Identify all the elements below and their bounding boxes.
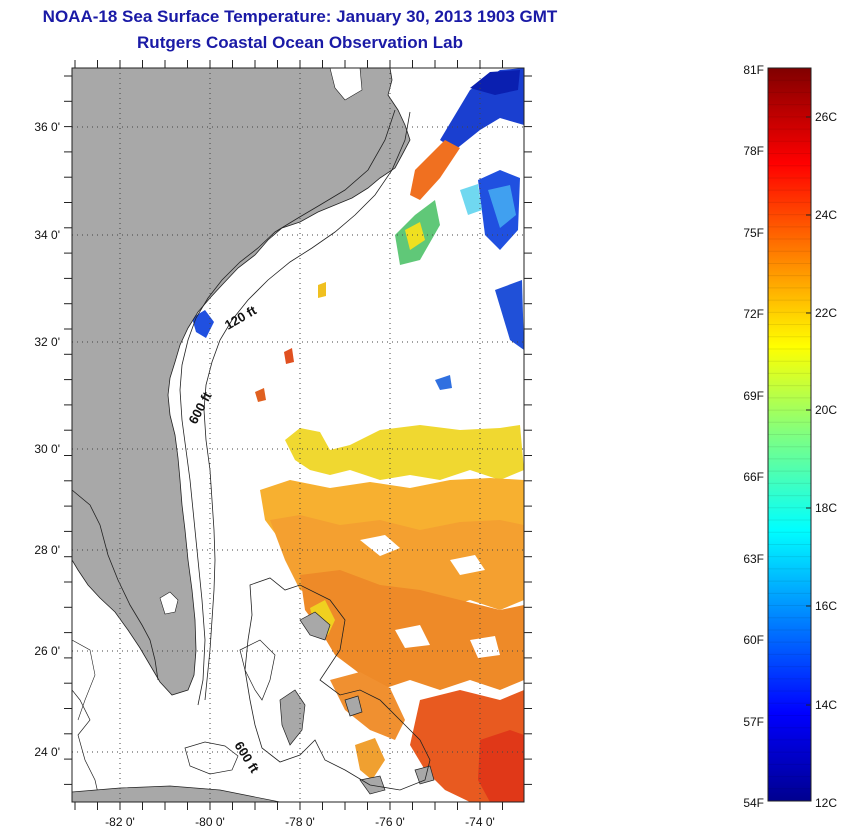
map-ticks — [64, 60, 532, 810]
sst-patch-warm-yellow — [285, 425, 524, 480]
colorbar-bands — [768, 79, 811, 790]
sst-data-layer — [192, 68, 524, 802]
sst-patch-front-yellow — [405, 222, 425, 250]
lat-label-28: 28 0' — [34, 543, 60, 557]
map-title: NOAA-18 Sea Surface Temperature: January… — [42, 7, 558, 26]
sst-patch-small-3 — [318, 282, 326, 298]
f-label-78: 78F — [743, 144, 764, 158]
sst-patch-hottest — [478, 730, 524, 802]
f-label-69: 69F — [743, 389, 764, 403]
sst-patch-gulfstream-north — [410, 140, 460, 200]
cuba-north-coast — [72, 785, 281, 802]
contour-gulf — [72, 639, 96, 721]
sst-patch-small-2 — [255, 388, 266, 402]
lon-label-74: -74 0' — [465, 815, 495, 829]
small-island-2 — [414, 765, 435, 785]
f-label-75: 75F — [743, 226, 764, 240]
c-label-16: 16C — [815, 599, 837, 613]
f-label-63: 63F — [743, 552, 764, 566]
colorbar-f-labels: 81F 78F 75F 72F 69F 66F 63F 60F 57F 54F — [743, 63, 764, 810]
lat-labels: 24 0' 26 0' 28 0' 30 0' 32 0' 34 0' 36 0… — [34, 120, 60, 759]
lat-label-24: 24 0' — [34, 745, 60, 759]
c-label-18: 18C — [815, 501, 837, 515]
f-label-54: 54F — [743, 796, 764, 810]
c-label-26: 26C — [815, 110, 837, 124]
f-label-81: 81F — [743, 63, 764, 77]
f-label-60: 60F — [743, 633, 764, 647]
lon-label-76: -76 0' — [375, 815, 405, 829]
sst-patch-coastal-cold — [192, 310, 214, 338]
small-island-1 — [359, 775, 386, 795]
lon-label-78: -78 0' — [285, 815, 315, 829]
f-label-66: 66F — [743, 470, 764, 484]
sst-map: 120 ft 600 ft 600 ft 24 0' 26 0' 28 0' 3… — [34, 60, 532, 829]
colorbar-gradient — [767, 67, 812, 802]
f-label-72: 72F — [743, 307, 764, 321]
cloud-gap-4 — [470, 636, 500, 658]
sst-patch-cold-se — [495, 280, 524, 350]
lat-label-26: 26 0' — [34, 644, 60, 658]
lon-label-82: -82 0' — [105, 815, 135, 829]
contour-cay-sal — [184, 741, 239, 775]
lat-label-36: 36 0' — [34, 120, 60, 134]
gulf-of-mexico — [72, 560, 101, 802]
temperature-colorbar: 81F 78F 75F 72F 69F 66F 63F 60F 57F 54F … — [743, 63, 837, 810]
cloud-gap-3 — [395, 625, 430, 648]
c-label-12: 12C — [815, 796, 837, 810]
andros-island — [279, 689, 306, 746]
contour-bahamas-inner — [239, 639, 276, 701]
contour-600ft — [203, 111, 411, 701]
lat-label-34: 34 0' — [34, 228, 60, 242]
lat-label-32: 32 0' — [34, 335, 60, 349]
lat-label-30: 30 0' — [34, 442, 60, 456]
sst-patch-small-4 — [435, 375, 452, 390]
grand-bahama — [299, 611, 331, 641]
colorbar-c-labels: 26C 24C 22C 20C 18C 16C 14C 12C — [815, 110, 837, 810]
contour-120ft — [179, 109, 396, 706]
map-subtitle: Rutgers Coastal Ocean Observation Lab — [137, 33, 463, 52]
lon-labels: -82 0' -80 0' -78 0' -76 0' -74 0' — [105, 815, 495, 829]
sst-patch-front-cyan — [460, 184, 482, 215]
lon-label-80: -80 0' — [195, 815, 225, 829]
gulf-coastline — [72, 489, 159, 681]
lake-okeechobee — [159, 591, 179, 615]
c-label-22: 22C — [815, 306, 837, 320]
sst-patch-cool-east — [488, 185, 516, 228]
colorbar-ticks — [806, 116, 811, 706]
cloud-gap-1 — [360, 535, 400, 556]
c-label-20: 20C — [815, 403, 837, 417]
eleuthera-island — [344, 695, 363, 717]
contour-bahamas-600ft — [244, 577, 431, 791]
c-label-24: 24C — [815, 208, 837, 222]
pamlico-sound — [329, 68, 363, 101]
sst-patch-cuba-coast — [355, 738, 385, 780]
sst-patch-small-1 — [284, 348, 294, 364]
cloud-gap-2 — [450, 555, 485, 575]
f-label-57: 57F — [743, 715, 764, 729]
sst-patch-bahamas-warm — [330, 672, 405, 740]
c-label-14: 14C — [815, 698, 837, 712]
map-frame — [71, 67, 525, 803]
sst-patch-cold-north-deep — [470, 70, 520, 95]
map-grid — [72, 68, 524, 802]
